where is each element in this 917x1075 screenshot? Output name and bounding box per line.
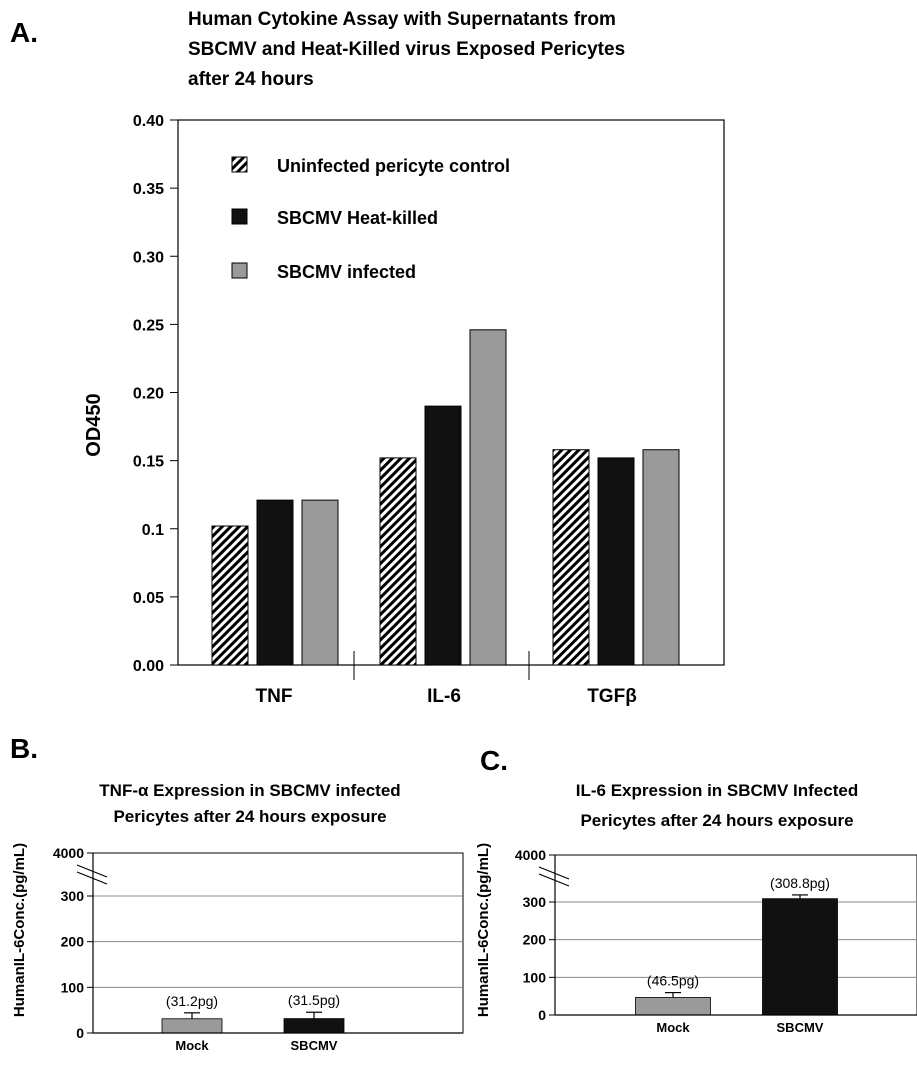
panel-c-title-line-2: Pericytes after 24 hours exposure — [580, 811, 853, 830]
y-tick-label: 200 — [61, 934, 85, 950]
legend-swatch-heat-killed — [231, 208, 248, 225]
data-label: (31.5pg) — [288, 992, 340, 1008]
y-tick-label: 200 — [523, 932, 547, 948]
y-tick-label: 0 — [76, 1025, 84, 1041]
y-tick-label: 4000 — [53, 845, 84, 861]
panel-a-bars — [211, 329, 680, 666]
panel-a-x-label-il6: IL-6 — [427, 686, 461, 707]
y-tick-label: 300 — [61, 888, 85, 904]
panel-b: B. TNF-α Expression in SBCMV infected Pe… — [10, 733, 464, 1053]
panel-c-letter: C. — [480, 745, 508, 776]
legend-label-uninfected: Uninfected pericyte control — [277, 156, 510, 176]
panel-a: A. Human Cytokine Assay with Supernatant… — [10, 9, 725, 707]
y-tick-label: 0.35 — [133, 181, 164, 198]
panel-b-plot: 0 100 200 300 4000 (31.2pg) Mock (31.5pg) SBCMV — [53, 845, 463, 1053]
panel-a-x-label-tnf: TNF — [256, 686, 293, 707]
legend-label-infected: SBCMV infected — [277, 262, 416, 282]
axis-break-mark — [76, 864, 108, 878]
legend-swatch-uninfected — [231, 156, 248, 173]
y-tick-label: 300 — [523, 894, 547, 910]
bar — [256, 499, 294, 666]
panel-c-title-line-1: IL-6 Expression in SBCMV Infected — [576, 781, 858, 800]
x-tick-label: Mock — [175, 1038, 209, 1053]
y-tick-label: 0.05 — [133, 590, 164, 607]
bar — [379, 457, 417, 666]
panel-b-letter: B. — [10, 733, 38, 764]
panel-b-title-line-1: TNF-α Expression in SBCMV infected — [99, 781, 400, 800]
y-tick-label: 4000 — [515, 847, 546, 863]
bar — [301, 499, 339, 666]
x-tick-label: SBCMV — [291, 1038, 338, 1053]
y-tick-label: 0.40 — [133, 113, 164, 130]
bar — [552, 449, 590, 666]
panel-c-plot-frame — [554, 854, 917, 1016]
data-label: (31.2pg) — [166, 993, 218, 1009]
panel-b-title-line-2: Pericytes after 24 hours exposure — [113, 807, 386, 826]
bar — [762, 898, 838, 1016]
panel-a-letter: A. — [10, 17, 38, 48]
axis-break-mark — [538, 866, 570, 880]
panel-b-y-axis-title: HumanIL-6Conc.(pg/mL) — [11, 843, 28, 1017]
x-tick-label: SBCMV — [777, 1020, 824, 1035]
legend-swatch-infected — [231, 262, 248, 279]
bar — [283, 1018, 345, 1034]
panel-a-title-line-2: SBCMV and Heat-Killed virus Exposed Peri… — [188, 39, 625, 60]
panel-a-title-line-3: after 24 hours — [188, 69, 314, 90]
panel-c-plot: 0 100 200 300 4000 (46.5pg) Mock (308.8pg) SBCMV — [515, 847, 917, 1035]
bar — [161, 1018, 223, 1034]
panel-a-title-line-1: Human Cytokine Assay with Supernatants f… — [188, 9, 616, 30]
y-tick-label: 0.00 — [133, 658, 164, 675]
y-tick-label: 0.15 — [133, 454, 164, 471]
legend-label-heat-killed: SBCMV Heat-killed — [277, 208, 438, 228]
y-tick-label: 100 — [61, 979, 85, 995]
bar — [642, 449, 680, 666]
panel-b-plot-frame — [92, 852, 464, 1034]
panel-c: C. IL-6 Expression in SBCMV Infected Per… — [475, 745, 917, 1035]
y-tick-label: 0.20 — [133, 386, 164, 403]
data-label: (308.8pg) — [770, 875, 830, 891]
y-tick-label: 100 — [523, 969, 547, 985]
panel-a-y-axis-title: OD450 — [83, 393, 105, 456]
panel-a-y-axis: 0.00 0.05 0.1 0.15 0.20 0.25 0.30 0.35 0.40 — [133, 113, 178, 675]
y-tick-label: 0.1 — [142, 522, 164, 539]
axis-break-mark — [538, 873, 570, 887]
bar — [469, 329, 507, 666]
y-tick-label: 0 — [538, 1007, 546, 1023]
bar — [211, 525, 249, 666]
bar — [635, 997, 711, 1016]
y-tick-label: 0.30 — [133, 249, 164, 266]
bar — [424, 405, 462, 666]
y-tick-label: 0.25 — [133, 317, 164, 334]
panel-c-y-axis-title: HumanIL-6Conc.(pg/mL) — [475, 843, 492, 1017]
data-label: (46.5pg) — [647, 973, 699, 989]
panel-a-x-label-tgfb: TGFβ — [587, 686, 637, 707]
panel-a-legend: Uninfected pericyte control SBCMV Heat-k… — [231, 156, 510, 282]
axis-break-mark — [76, 871, 108, 885]
x-tick-label: Mock — [656, 1020, 690, 1035]
bar — [597, 457, 635, 666]
